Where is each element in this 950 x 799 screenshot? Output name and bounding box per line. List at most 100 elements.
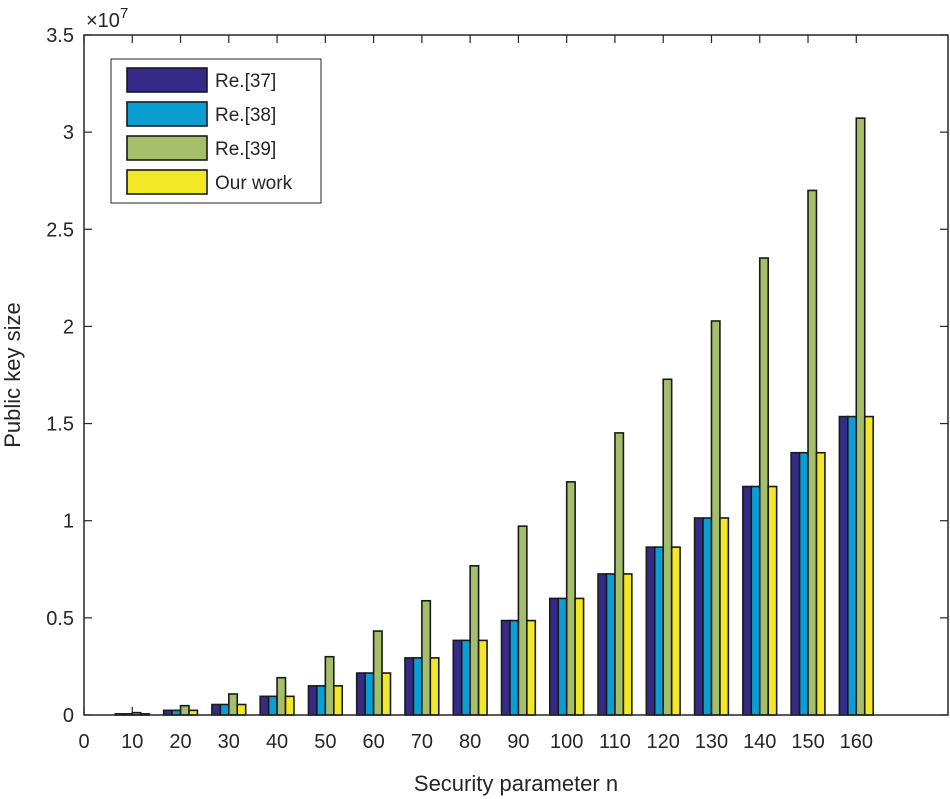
bar-our-work-n40 [284, 695, 295, 716]
bar-our-work-n140 [767, 485, 778, 716]
bar-re-38--n90 [509, 619, 520, 716]
legend-entry: Re.[37] [215, 71, 276, 92]
bar-re-38--n80 [460, 639, 471, 716]
legend: Re.[37] Re.[38] Re.[39] Our work [110, 58, 322, 204]
bar-re-39--n40 [276, 676, 287, 716]
x-tick-label: 0 [78, 731, 89, 753]
bar-re-39--n70 [421, 599, 432, 716]
x-tick-label: 160 [840, 731, 873, 753]
y-tick-label: 3.5 [46, 25, 74, 47]
bar-re-38--n130 [702, 517, 713, 716]
bar-re-39--n110 [614, 432, 625, 716]
x-tick-label: 80 [459, 731, 481, 753]
bar-re-39--n150 [807, 189, 818, 716]
bar-re-37--n60 [355, 672, 366, 716]
bar-our-work-n80 [477, 639, 488, 716]
bar-re-39--n90 [517, 525, 528, 716]
bar-re-38--n40 [267, 695, 278, 716]
x-tick-label: 60 [362, 731, 384, 753]
bar-re-39--n60 [372, 630, 383, 716]
x-tick-label: 20 [169, 731, 191, 753]
x-tick-label: 150 [791, 731, 824, 753]
legend-swatch [126, 101, 208, 127]
bar-re-37--n90 [500, 619, 511, 716]
bar-re-37--n70 [404, 657, 415, 716]
x-tick-label: 50 [314, 731, 336, 753]
bar-re-38--n70 [412, 657, 423, 716]
bar-re-38--n100 [557, 597, 568, 716]
x-tick-label: 70 [411, 731, 433, 753]
bar-our-work-n110 [622, 573, 633, 716]
bar-re-38--n120 [653, 546, 665, 716]
bar-re-37--n100 [548, 597, 560, 716]
bar-re-37--n50 [307, 685, 318, 716]
bar-re-39--n130 [710, 320, 721, 716]
bar-re-38--n60 [364, 672, 375, 716]
bar-re-37--n80 [452, 639, 463, 716]
bar-our-work-n160 [863, 415, 874, 716]
bars-layer [114, 117, 874, 716]
x-tick-label: 110 [599, 731, 631, 753]
legend-swatch [126, 169, 208, 195]
legend-entry: Our work [215, 173, 293, 194]
x-tick-label: 100 [550, 731, 583, 753]
y-axis-label: Public key size [0, 302, 25, 448]
y-tick-label: 3 [63, 122, 74, 144]
bar-re-38--n30 [219, 703, 230, 716]
bar-our-work-n150 [815, 451, 826, 716]
y-tick-label: 1 [63, 511, 74, 533]
x-axis: 0 10 20 30 40 50 60 70 80 90 100 110 120 130 140 150 160 [78, 35, 873, 753]
x-tick-label: 30 [218, 731, 240, 753]
bar-re-39--n160 [855, 117, 866, 716]
legend-entry: Re.[39] [215, 139, 276, 160]
x-tick-label: 10 [121, 731, 143, 753]
bar-re-37--n150 [790, 451, 801, 716]
bar-re-38--n150 [798, 451, 809, 716]
y-tick-label: 0 [63, 705, 74, 727]
bar-re-39--n30 [228, 693, 239, 716]
bar-our-work-n120 [670, 546, 681, 716]
bar-re-37--n30 [211, 703, 222, 716]
y-exponent-label: ×107 [86, 5, 128, 32]
x-tick-label: 90 [507, 731, 529, 753]
bar-our-work-n130 [719, 517, 730, 716]
bar-re-39--n50 [324, 655, 335, 716]
bar-re-37--n140 [742, 485, 753, 716]
bar-our-work-n30 [236, 703, 247, 716]
bar-re-38--n160 [847, 415, 858, 716]
bar-re-37--n160 [838, 415, 849, 716]
y-tick-label: 1.5 [46, 414, 74, 436]
x-tick-label: 130 [695, 731, 728, 753]
y-axis: 0 0.5 1 1.5 2 2.5 3 3.5 [46, 25, 948, 727]
bar-re-38--n140 [750, 485, 761, 716]
bar-our-work-n70 [429, 657, 440, 716]
x-tick-label: 40 [266, 731, 288, 753]
y-tick-label: 2 [63, 316, 74, 338]
x-tick-label: 120 [647, 731, 680, 753]
bar-re-39--n140 [758, 257, 770, 716]
bar-our-work-n50 [332, 685, 344, 716]
x-axis-label: Security parameter n [414, 771, 618, 796]
y-tick-label: 0.5 [46, 608, 74, 630]
y-tick-label: 2.5 [46, 219, 74, 241]
bar-re-38--n50 [316, 685, 327, 716]
bar-re-39--n120 [662, 378, 673, 716]
bar-our-work-n100 [574, 597, 585, 716]
bar-re-37--n110 [597, 573, 608, 716]
bar-re-39--n100 [565, 481, 576, 716]
bar-re-37--n120 [645, 546, 656, 716]
bar-our-work-n60 [381, 672, 392, 716]
y-exponent: 7 [120, 5, 128, 22]
legend-swatch [126, 135, 208, 161]
bar-re-38--n110 [605, 573, 616, 716]
bar-re-39--n80 [469, 564, 480, 716]
bar-re-39--n20 [179, 704, 190, 716]
bar-re-37--n40 [259, 695, 270, 716]
bar-our-work-n90 [526, 619, 537, 716]
plot-area-frame [83, 34, 949, 716]
legend-swatch [126, 67, 208, 93]
legend-entry: Re.[38] [215, 105, 276, 126]
x-tick-label: 140 [743, 731, 776, 753]
bar-re-37--n130 [693, 517, 704, 716]
